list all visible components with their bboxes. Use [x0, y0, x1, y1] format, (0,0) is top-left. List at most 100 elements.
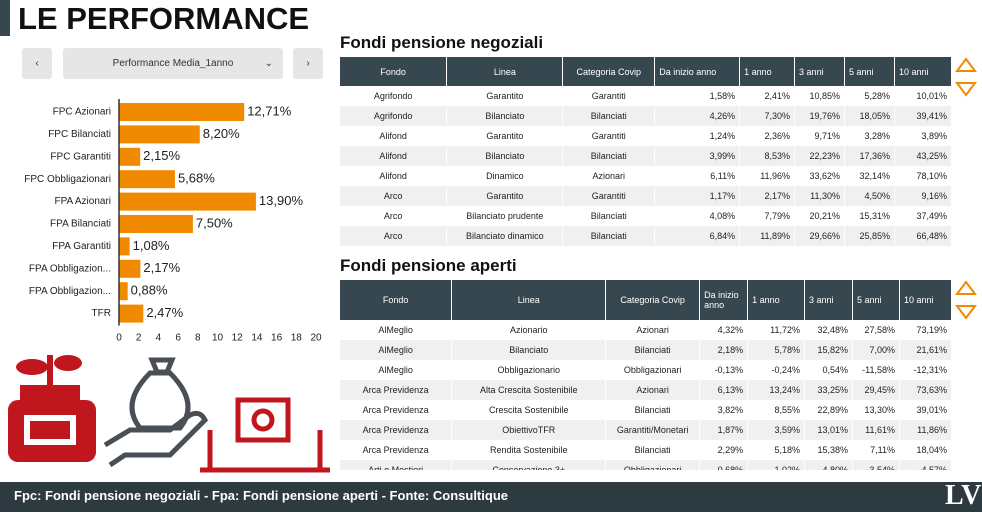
table-cell: 15,82% [804, 340, 853, 360]
table-cell: Garantito [446, 86, 564, 106]
table-cell: Arco [340, 186, 448, 206]
table-cell: 43,25% [894, 146, 952, 166]
bar [119, 103, 245, 121]
table-cell: 25,85% [844, 226, 895, 246]
table-cell: Arco [340, 226, 448, 246]
value-label: 0,88% [131, 283, 168, 298]
prev-button[interactable]: ‹ [22, 48, 52, 79]
table-cell: 37,49% [894, 206, 952, 226]
table-cell: Agrifondo [340, 86, 448, 106]
table-cell: 19,76% [794, 106, 846, 126]
next-button[interactable]: › [293, 48, 323, 79]
column-header[interactable]: 1 anno [739, 57, 796, 86]
table-cell: 11,72% [747, 320, 806, 340]
table-row: Alifond Dinamico Azionari 6,11% 11,96% 33,62%… [340, 166, 952, 186]
table-cell: Dinamico [446, 166, 564, 186]
money-hand-icon [103, 357, 209, 468]
table-cell: Rendita Sostenibile [451, 440, 607, 460]
x-tick-label: 0 [116, 333, 122, 344]
table-cell: 27,58% [852, 320, 900, 340]
x-tick-label: 2 [136, 333, 142, 344]
table-cell: Alifond [340, 166, 448, 186]
table-cell: Alifond [340, 126, 448, 146]
table-cell: Arti e Mestieri [340, 460, 453, 470]
table-cell: 9,16% [894, 186, 952, 206]
column-header[interactable]: 5 anni [852, 280, 900, 320]
bar [119, 125, 200, 144]
table-cell: 10,01% [894, 86, 952, 106]
table-row: Agrifondo Bilanciato Bilanciati 4,26% 7,30% 1… [340, 106, 952, 126]
column-header[interactable]: 10 anni [894, 57, 952, 86]
table-section: Fondi pensione aperti Fondo Linea Categoria… [340, 256, 952, 470]
column-header[interactable]: Categoria Covip [605, 280, 701, 320]
table-cell: Garantiti/Monetari [605, 420, 701, 440]
table-cell: 1,02% [747, 460, 806, 470]
logo: LV [945, 480, 982, 511]
column-header[interactable]: Categoria Covip [562, 57, 656, 86]
table-row: Arco Bilanciato prudente Bilanciati 4,08% 7,… [340, 206, 952, 226]
column-header[interactable]: 5 anni [844, 57, 895, 86]
table-cell: 39,41% [894, 106, 952, 126]
column-header[interactable]: 10 anni [899, 280, 952, 320]
table-cell: 7,79% [739, 206, 796, 226]
table-cell: Garantiti [562, 186, 656, 206]
table-cell: 4,32% [699, 320, 749, 340]
table-cell: 21,61% [899, 340, 952, 360]
x-tick-label: 16 [271, 333, 283, 344]
table-cell: Bilanciati [562, 106, 656, 126]
column-header[interactable]: Linea [446, 57, 564, 86]
table-cell: 33,25% [804, 380, 853, 400]
table-cell: 3,28% [844, 126, 895, 146]
table-row: Arca Previdenza Rendita Sostenibile Bilanc… [340, 440, 952, 460]
table-cell: 4,08% [654, 206, 741, 226]
table-cell: 6,13% [699, 380, 749, 400]
column-header[interactable]: Linea [451, 280, 607, 320]
table-cell: Garantiti [562, 86, 656, 106]
x-tick-label: 14 [251, 333, 263, 344]
column-header[interactable]: Fondo [340, 280, 453, 320]
value-label: 2,47% [146, 305, 183, 320]
x-tick-label: 12 [232, 333, 244, 344]
table-cell: 78,10% [894, 166, 952, 186]
table-cell: -3,54% [852, 460, 900, 470]
column-header[interactable]: Da inizio anno [654, 57, 741, 86]
y-tick-label: FPC Garantiti [50, 151, 111, 162]
table-cell: Agrifondo [340, 106, 448, 126]
table-row: Alifond Garantito Garantiti 1,24% 2,36% 9,71%… [340, 126, 952, 146]
data-table: Fondo Linea Categoria Covip Da inizio anno 1… [340, 57, 952, 246]
column-header[interactable]: 3 anni [804, 280, 853, 320]
table-row: Agrifondo Garantito Garantiti 1,58% 2,41% 10,… [340, 86, 952, 106]
selector[interactable]: Performance Media_1anno ⌄ [63, 48, 283, 79]
x-tick-label: 8 [195, 333, 201, 344]
table-cell: Bilanciato prudente [446, 206, 564, 226]
table-cell: 11,30% [794, 186, 846, 206]
data-table: Fondo Linea Categoria Covip Da inizio anno 1… [340, 280, 952, 470]
table-cell: 5,28% [844, 86, 895, 106]
caret: ⌄ [264, 58, 273, 69]
y-tick-label: FPA Obbligazion... [29, 286, 111, 297]
icons [8, 355, 330, 473]
plant-icon [8, 355, 96, 462]
table-cell: 3,82% [699, 400, 749, 420]
table-cell: 1,17% [654, 186, 741, 206]
table-cell: Garantito [446, 126, 564, 146]
column-header[interactable]: Da inizio anno [699, 280, 749, 320]
column-header[interactable]: 3 anni [794, 57, 846, 86]
bar [119, 192, 256, 211]
sort-icon[interactable] [955, 57, 977, 97]
footer: Fpc: Fondi pensione negoziali - Fpa: Fon… [0, 482, 982, 512]
table-viewport[interactable]: Fondo Linea Categoria Covip Da inizio anno 1… [340, 280, 952, 470]
table-cell: 13,24% [747, 380, 806, 400]
table-cell: Alta Crescita Sostenibile [451, 380, 607, 400]
sort-icon[interactable] [955, 280, 977, 320]
table-cell: 3,99% [654, 146, 741, 166]
table-cell: Alifond [340, 146, 448, 166]
column-header[interactable]: Fondo [340, 57, 448, 86]
page-title: LE PERFORMANCE [0, 0, 309, 36]
bar [119, 237, 130, 256]
table-row: Arti e Mestieri Conservazione 3+ Obbligazi… [340, 460, 952, 470]
value-label: 12,71% [247, 103, 292, 118]
table-cell: 29,45% [852, 380, 900, 400]
table-viewport[interactable]: Fondo Linea Categoria Covip Da inizio anno 1… [340, 57, 952, 277]
column-header[interactable]: 1 anno [747, 280, 806, 320]
